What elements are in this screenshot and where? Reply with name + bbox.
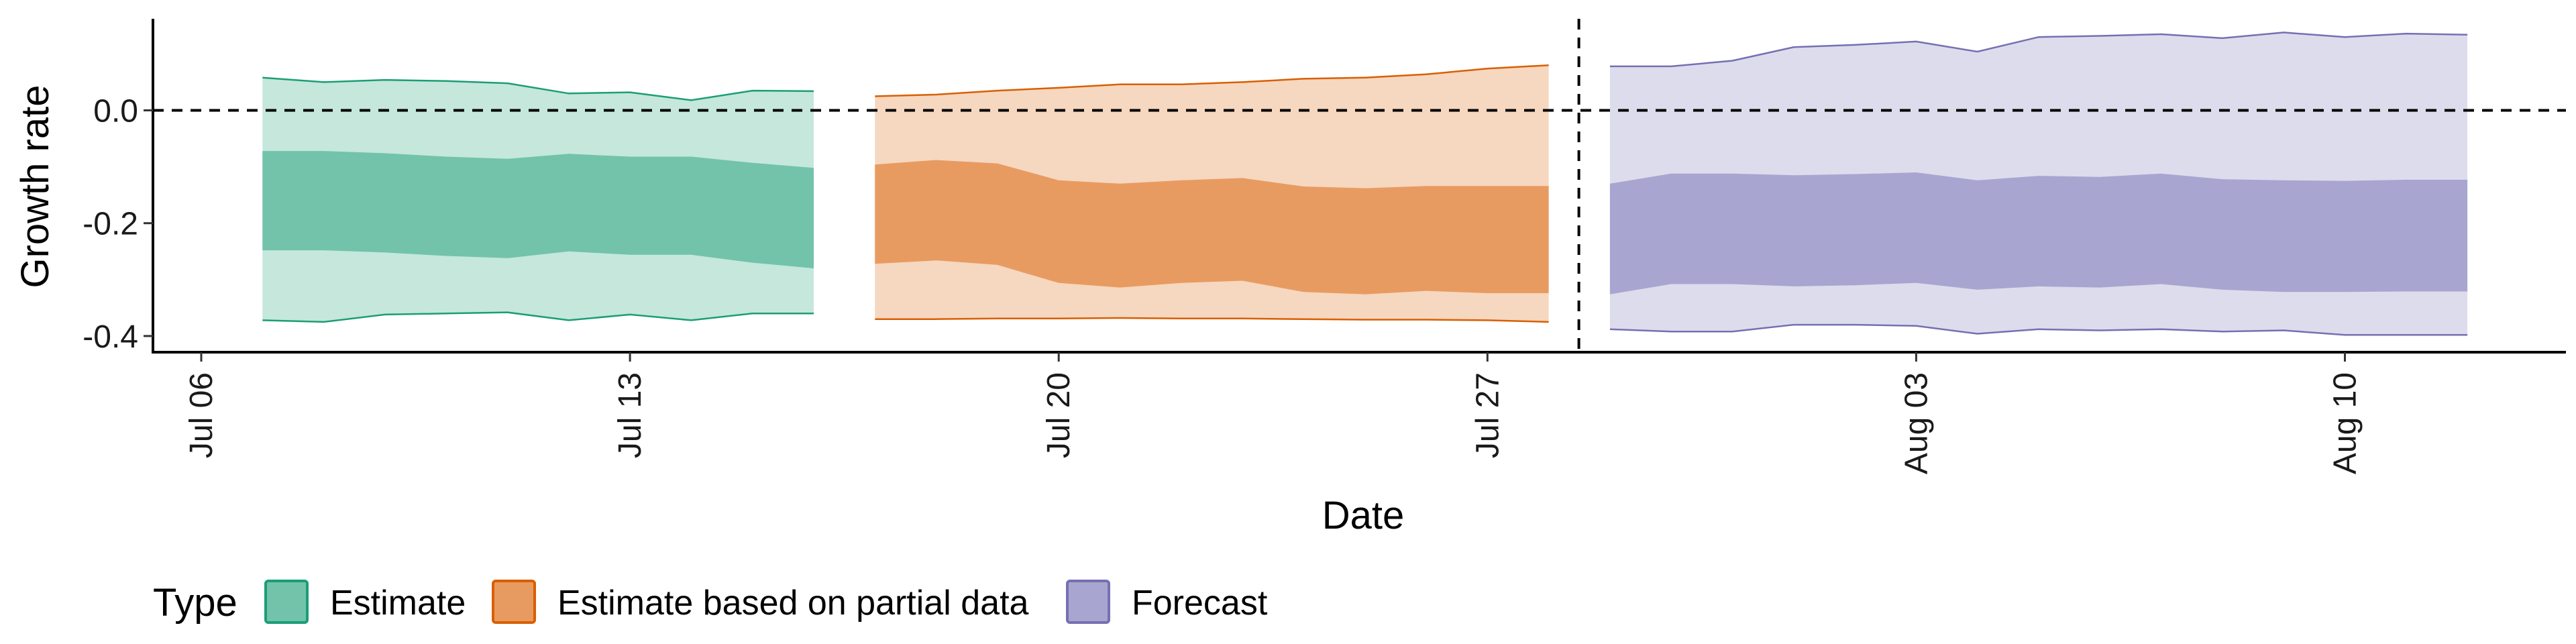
x-tick-label: Jul 27 [1470, 372, 1505, 458]
legend: Type Estimate Estimate based on partial d… [153, 580, 1268, 625]
x-tick-label: Aug 10 [2328, 372, 2363, 474]
x-axis-ticks: Jul 06 Jul 13 Jul 20 Jul 27 Aug 03 Aug 10 [184, 352, 2363, 474]
forecast-50-interval-band [1609, 172, 2468, 294]
y-tick-label: -0.4 [83, 319, 138, 355]
estimate-based-on-partial-data-lower-bound-line [875, 317, 1549, 323]
x-tick-label: Jul 06 [184, 372, 219, 458]
forecast-upper-bound-line [1609, 32, 2468, 68]
reference-lines [153, 19, 2566, 352]
ribbons [262, 32, 2468, 336]
axes [152, 19, 2566, 354]
estimate-based-on-partial-data-upper-bound-line [875, 64, 1549, 97]
estimate-50-interval-band [262, 151, 814, 268]
legend-label-forecast: Forecast [1132, 584, 1268, 623]
legend-key-estimate [264, 580, 309, 624]
x-tick-label: Aug 03 [1898, 372, 1934, 474]
legend-label-estimate: Estimate [330, 584, 466, 623]
y-axis-title: Growth rate [13, 85, 57, 288]
legend-items: Estimate Estimate based on partial data Fo… [264, 580, 1268, 624]
x-tick-label: Jul 20 [1041, 372, 1077, 458]
estimate-based-on-partial-data-50-interval-band [875, 160, 1549, 294]
legend-key-estimate-based-on-partial-data [492, 580, 536, 624]
plot-area [262, 32, 2468, 336]
legend-title: Type [153, 581, 237, 625]
y-axis-ticks: 0.0 -0.2 -0.4 [83, 94, 153, 355]
legend-label-estimate-based-on-partial-data: Estimate based on partial data [557, 584, 1029, 623]
x-tick-label: Jul 13 [612, 372, 648, 458]
estimate-lower-bound-line [262, 311, 814, 323]
forecast-lower-bound-line [1609, 323, 2468, 336]
y-tick-label: -0.2 [83, 207, 138, 242]
legend-key-forecast [1066, 580, 1110, 624]
estimate-upper-bound-line [262, 76, 814, 101]
x-axis-title: Date [1322, 494, 1405, 537]
y-tick-label: 0.0 [93, 94, 138, 129]
